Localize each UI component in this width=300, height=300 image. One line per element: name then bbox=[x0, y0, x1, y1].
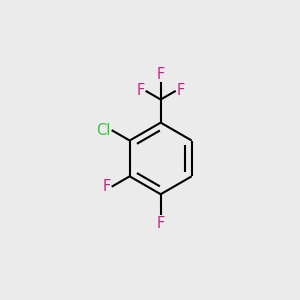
Text: Cl: Cl bbox=[96, 123, 110, 138]
Text: F: F bbox=[103, 179, 111, 194]
Text: F: F bbox=[177, 83, 185, 98]
Text: F: F bbox=[157, 216, 165, 231]
Text: F: F bbox=[136, 83, 145, 98]
Text: F: F bbox=[157, 67, 165, 82]
